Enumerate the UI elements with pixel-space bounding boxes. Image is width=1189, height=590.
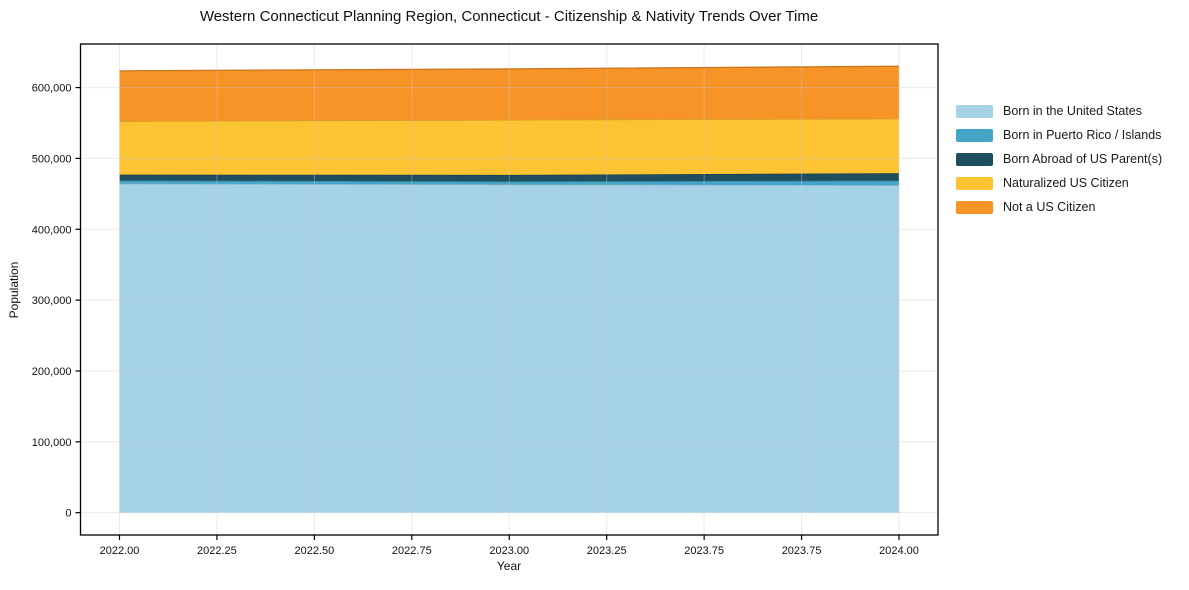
y-tick-label: 400,000 — [32, 224, 72, 236]
x-tick-label: 2022.00 — [100, 545, 140, 557]
x-tick-label: 2022.75 — [392, 545, 432, 557]
legend-item: Born Abroad of US Parent(s) — [956, 152, 1162, 166]
legend: Born in the United States Born in Puerto … — [956, 104, 1162, 214]
area-4 — [119, 118, 899, 175]
legend-swatch — [956, 152, 993, 166]
legend-swatch — [956, 176, 993, 190]
x-tick-label: 2022.25 — [197, 545, 237, 557]
x-tick-label: 2023.75 — [782, 545, 822, 557]
legend-label: Naturalized US Citizen — [1003, 176, 1129, 190]
y-tick-label: 500,000 — [32, 153, 72, 165]
legend-swatch — [956, 128, 993, 142]
chart-title: Western Connecticut Planning Region, Con… — [199, 8, 819, 25]
y-tick-label: 300,000 — [32, 295, 72, 307]
y-axis-label: Population — [7, 261, 21, 319]
legend-label: Born in Puerto Rico / Islands — [1003, 128, 1162, 142]
x-axis-label: Year — [496, 559, 522, 573]
legend-label: Born in the United States — [1003, 104, 1142, 118]
x-tick-label: 2023.75 — [684, 545, 724, 557]
x-tick-label: 2024.00 — [879, 545, 919, 557]
legend-swatch — [956, 104, 993, 118]
legend-item: Born in the United States — [956, 104, 1162, 118]
legend-item: Born in Puerto Rico / Islands — [956, 128, 1162, 142]
y-tick-label: 200,000 — [32, 366, 72, 378]
legend-item: Not a US Citizen — [956, 200, 1162, 214]
x-tick-label: 2022.50 — [294, 545, 334, 557]
x-tick-label: 2023.25 — [587, 545, 627, 557]
area-1 — [119, 183, 899, 513]
legend-label: Born Abroad of US Parent(s) — [1003, 152, 1163, 166]
legend-label: Not a US Citizen — [1003, 200, 1096, 214]
area-edge-5 — [119, 65, 900, 72]
y-tick-label: 0 — [65, 508, 71, 520]
legend-swatch — [956, 200, 993, 214]
y-tick-label: 100,000 — [32, 437, 72, 449]
y-tick-label: 600,000 — [32, 83, 72, 95]
x-tick-label: 2023.00 — [489, 545, 529, 557]
legend-item: Naturalized US Citizen — [956, 176, 1162, 190]
area-5 — [119, 66, 899, 122]
